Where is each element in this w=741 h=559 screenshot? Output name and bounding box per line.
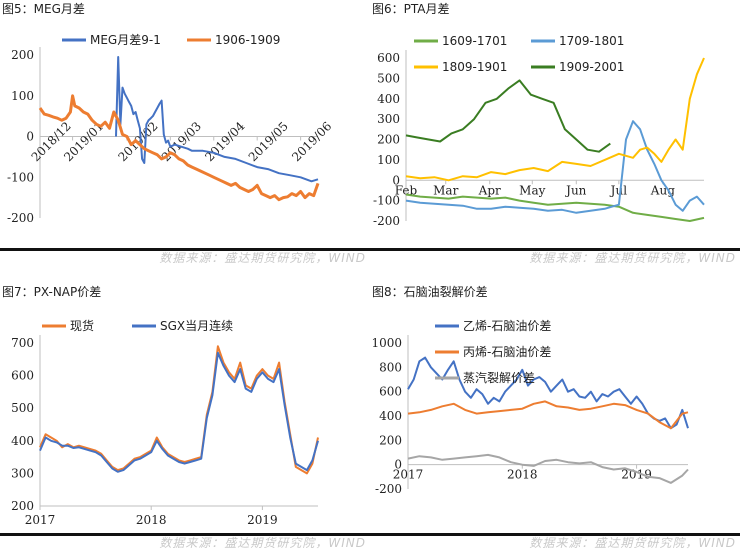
x-tick-label: Apr — [478, 183, 501, 197]
chart-title: 图6：PTA月差 — [372, 2, 450, 16]
x-tick-label: 2018 — [507, 468, 538, 482]
x-tick-label: 2019/05 — [246, 119, 291, 164]
y-tick-label: -200 — [373, 214, 400, 228]
y-tick-label: 0 — [392, 173, 400, 187]
chart-panel-px: 图7：PX-NAP价差 200 300 400 500 600 700 2017 2018 20… — [0, 283, 370, 559]
x-tick-label: Feb — [395, 183, 418, 197]
series-line — [405, 79, 611, 153]
y-tick-label: 200 — [11, 48, 34, 62]
legend-label: 1809-1901 — [442, 60, 507, 74]
source-text: 数据来源：盛达期货研究院，WIND — [159, 251, 366, 265]
x-tick-label: Aug — [650, 183, 675, 197]
legend-label: 蒸汽裂解价差 — [463, 370, 535, 385]
x-tick-label: 2017 — [393, 468, 424, 482]
y-tick-label: 100 — [11, 89, 34, 103]
legend-label: MEG月差9-1 — [90, 33, 161, 47]
bottom-rule — [370, 248, 740, 251]
y-tick-label: 800 — [379, 360, 402, 374]
series-line — [39, 351, 319, 473]
y-tick-label: 1000 — [371, 336, 402, 350]
chart-panel-meg: 图5：MEG月差 -200 -100 0 100 200 2018/12 2019/01 20… — [0, 0, 370, 276]
y-tick-label: 400 — [377, 92, 400, 106]
x-tick-label: 2019 — [621, 468, 652, 482]
series-line — [39, 345, 319, 475]
x-tick-label: Mar — [433, 183, 458, 197]
y-tick-label: -200 — [375, 482, 402, 496]
x-tick-label: 2017 — [25, 513, 56, 527]
source-text: 数据来源：盛达期货研究院，WIND — [159, 536, 366, 550]
x-tick-label: Jul — [609, 183, 628, 197]
legend-label: 乙烯-石脑油价差 — [463, 319, 551, 333]
x-tick-label: 2019 — [247, 513, 278, 527]
series-line — [38, 94, 320, 202]
y-tick-label: 600 — [377, 51, 400, 65]
y-tick-label: 300 — [377, 112, 400, 126]
y-tick-label: 400 — [11, 434, 34, 448]
y-tick-label: 500 — [11, 401, 34, 415]
x-tick-label: 2018 — [136, 513, 167, 527]
legend-label: 丙烯-石脑油价差 — [463, 345, 551, 359]
series-line — [405, 57, 705, 182]
y-tick-label: -200 — [7, 211, 34, 225]
chart-panel-pta: 图6：PTA月差 -200 -100 0 100 200 300 400 500 600 Feb M… — [370, 0, 740, 276]
series-line — [407, 400, 689, 430]
chart-title: 图8：石脑油裂解价差 — [372, 285, 488, 299]
legend-label: 1909-2001 — [559, 60, 624, 74]
series-line — [407, 453, 689, 484]
y-tick-label: 100 — [377, 153, 400, 167]
series-line — [405, 193, 705, 222]
y-tick-label: 600 — [379, 385, 402, 399]
y-tick-label: 0 — [394, 458, 402, 472]
y-tick-label: -100 — [7, 170, 34, 184]
source-text: 数据来源：盛达期货研究院，WIND — [529, 536, 736, 550]
y-tick-label: 300 — [11, 466, 34, 480]
y-tick-label: 200 — [11, 499, 34, 513]
x-tick-label: May — [519, 183, 545, 197]
x-tick-label: Jun — [564, 183, 587, 197]
bottom-rule — [0, 248, 370, 251]
chart-title: 图5：MEG月差 — [2, 2, 85, 16]
y-tick-label: 600 — [11, 369, 34, 383]
y-tick-label: 200 — [379, 433, 402, 447]
legend-label: 现货 — [70, 318, 94, 333]
legend-label: 1609-1701 — [442, 34, 507, 48]
bottom-rule — [370, 533, 740, 536]
chart-svg-pta: -200 -100 0 100 200 300 400 500 600 Feb Mar Apr May J… — [373, 34, 705, 228]
legend-label: SGX当月连续 — [160, 318, 233, 333]
series-line — [115, 56, 319, 183]
series-line — [407, 356, 689, 430]
y-tick-label: 200 — [377, 133, 400, 147]
chart-title: 图7：PX-NAP价差 — [2, 285, 102, 299]
y-tick-label: 500 — [377, 71, 400, 85]
y-tick-label: 400 — [379, 409, 402, 423]
y-tick-label: 700 — [11, 336, 34, 350]
legend-label: 1709-1801 — [559, 34, 624, 48]
chart-svg-px: 200 300 400 500 600 700 2017 2018 2019 现货 SGX当月连续 — [11, 318, 319, 527]
legend-label: 1906-1909 — [215, 33, 280, 47]
source-text: 数据来源：盛达期货研究院，WIND — [529, 251, 736, 265]
y-tick-label: 0 — [26, 130, 34, 144]
chart-svg-naphtha: -200 0 200 400 600 800 1000 2017 2018 2019 乙烯-石脑油价… — [371, 319, 689, 496]
chart-panel-naphtha: 图8：石脑油裂解价差 -200 0 200 400 600 800 1000 2017 2018… — [370, 283, 740, 559]
bottom-rule — [0, 533, 370, 536]
series-line — [405, 120, 705, 214]
y-tick-label: -100 — [373, 194, 400, 208]
x-tick-label: 2019/06 — [289, 119, 334, 164]
